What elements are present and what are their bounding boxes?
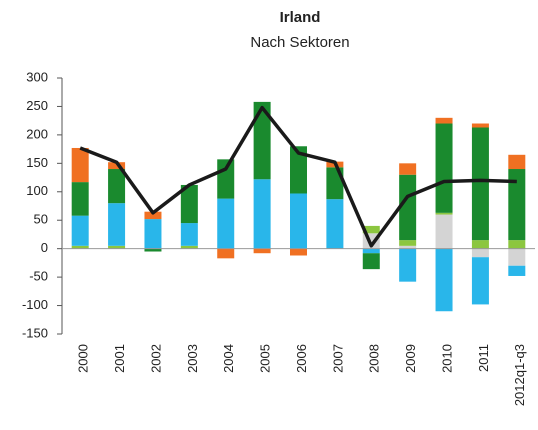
x-tick-label: 2002 (148, 344, 163, 373)
bar-segment (253, 179, 271, 249)
bar-segment (108, 162, 126, 170)
bar-segment (435, 248, 453, 312)
bar-segment (290, 193, 307, 249)
bar-segment (508, 248, 526, 266)
bar-segment (435, 117, 453, 124)
bar-segment (217, 198, 235, 249)
bar-segment (508, 154, 526, 170)
y-tick-label: -100 (22, 297, 48, 312)
bar-segment (71, 245, 89, 249)
bar-segment (399, 240, 417, 246)
bar-segment (290, 248, 307, 256)
bar-segment (362, 253, 380, 270)
y-tick-label: 0 (41, 240, 48, 255)
line (79, 105, 517, 248)
bar-segment (253, 101, 271, 180)
bar-segment (471, 257, 489, 305)
bar-segment (180, 223, 198, 246)
bar-segment (217, 248, 235, 259)
y-tick-label: 200 (26, 126, 48, 141)
bar-segment (253, 248, 271, 254)
bar-segment (508, 265, 526, 276)
y-tick-label: -50 (29, 269, 48, 284)
y-tick-label: 300 (26, 69, 48, 84)
bar-segment (508, 240, 526, 249)
x-tick-label: 2012q1-q3 (512, 344, 527, 406)
x-tick-label: 2007 (330, 344, 345, 373)
bar-segment (144, 211, 162, 220)
bar-segment (435, 212, 453, 215)
bar-segment (399, 248, 417, 282)
bar-segment (290, 146, 307, 194)
y-tick-label: -150 (22, 325, 48, 340)
x-tick-label: 2006 (294, 344, 309, 373)
bar-segment (471, 240, 489, 249)
bar-segment (326, 199, 344, 249)
x-tick-label: 2009 (403, 344, 418, 373)
bar-segment (508, 169, 526, 241)
bar-segment (144, 219, 162, 249)
x-tick-label: 2005 (258, 344, 273, 373)
bar-segment (108, 203, 126, 246)
bar-segment (71, 215, 89, 246)
chart-title: Irland (280, 9, 321, 26)
bar-segment (471, 123, 489, 128)
bar-segment (471, 248, 489, 258)
bar-segment (362, 225, 380, 234)
bar-segment (399, 245, 417, 249)
bar-segment (108, 245, 126, 249)
bar-segment (471, 127, 489, 241)
x-tick-label: 2000 (76, 344, 91, 373)
bar-segment (71, 182, 89, 216)
bar-segment (180, 245, 198, 249)
bar-segment (144, 248, 162, 252)
bar-segment (108, 169, 126, 204)
x-tick-label: 2010 (439, 344, 454, 373)
bar-segment (435, 214, 453, 249)
bar-segment (362, 248, 380, 254)
x-tick-label: 2004 (221, 344, 236, 373)
y-tick-label: 100 (26, 183, 48, 198)
x-tick-label: 2011 (476, 344, 491, 372)
bar-segment (435, 123, 453, 213)
x-tick-label: 2008 (367, 344, 382, 373)
x-tick-label: 2001 (112, 344, 127, 373)
y-tick-label: 250 (26, 98, 48, 113)
bar-segment (180, 184, 198, 224)
bar-segment (217, 159, 235, 199)
y-tick-label: 150 (26, 155, 48, 170)
bar-segment (399, 174, 417, 241)
bar-segment (71, 147, 89, 183)
bar-segment (399, 163, 417, 175)
x-tick-label: 2003 (185, 344, 200, 373)
y-tick-label: 50 (34, 212, 48, 227)
chart-subtitle: Nach Sektoren (250, 34, 349, 51)
